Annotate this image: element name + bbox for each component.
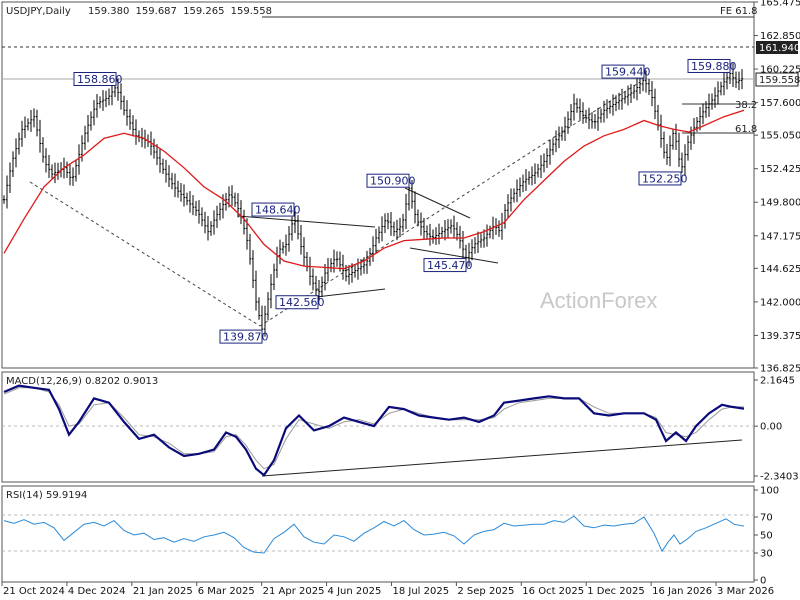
swing-label-text: 142.560	[279, 296, 325, 309]
rsi-tick-label: 0	[760, 576, 766, 587]
fib-61-8-label: 61.8	[735, 124, 757, 135]
triangle-upper-line-1	[237, 215, 376, 228]
price-tick-label: 142.000	[760, 297, 800, 308]
price-tick-label: 165.475	[760, 0, 800, 9]
swing-label-text: 150.900	[370, 175, 416, 188]
macd-tick-label: 2.1645	[760, 376, 795, 387]
date-tick-label: 4 Jun 2025	[328, 586, 382, 597]
swing-label-box	[423, 258, 467, 273]
price-tick-label: 155.050	[760, 131, 800, 142]
date-tick-label: 6 Mar 2025	[198, 586, 255, 597]
rsi-label: RSI(14) 59.9194	[6, 490, 87, 501]
rsi-axis: 100 70 50 30 0	[754, 486, 779, 587]
swing-label-box	[275, 295, 319, 310]
current-price-badge	[755, 72, 799, 87]
date-tick-label: 16 Jan 2026	[652, 586, 712, 597]
swing-label-box	[601, 64, 645, 79]
date-tick-label: 18 Jul 2025	[392, 586, 449, 597]
fe-61-8-label: FE 61.8	[720, 6, 758, 17]
swing-label-text: 158.860	[77, 73, 123, 86]
price-axis: 165.475 162.850 160.225 157.600 155.050 152.4…	[754, 0, 800, 375]
date-tick-label: 21 Apr 2025	[263, 586, 325, 597]
rsi-tick-label: 50	[760, 531, 773, 542]
triangle-lower-line-2	[409, 247, 499, 264]
swing-label-text: 148.640	[255, 204, 301, 217]
chart-header-symbol: USDJPY,Daily	[6, 6, 71, 17]
rsi-tick-label: 70	[760, 513, 773, 524]
swing-label-text: 159.880	[691, 60, 737, 73]
rsi-tick-label: 100	[760, 486, 779, 497]
triangle-upper-line-2	[404, 187, 471, 219]
swing-label-box	[638, 171, 682, 186]
swing-label-text: 145.470	[427, 259, 473, 272]
swing-label-text: 152.250	[642, 172, 688, 185]
rsi-tick-label: 30	[760, 549, 773, 560]
price-tick-label: 152.425	[760, 164, 800, 175]
rsi-panel-frame	[1, 485, 755, 583]
swing-label-box	[73, 72, 117, 87]
date-tick-label: 1 Dec 2025	[587, 586, 645, 597]
chart-header-ohlc: 159.380 159.687 159.265 159.558	[88, 6, 272, 17]
date-tick-label: 16 Oct 2025	[522, 586, 584, 597]
price-tick-label: 147.175	[760, 231, 800, 242]
macd-axis: 2.1645 0.00 -2.3403	[754, 376, 799, 483]
date-tick-label: 21 Jan 2025	[133, 586, 193, 597]
swing-labels: 158.860 139.870 148.640 142.560 150.900 145.4…	[73, 58, 737, 344]
date-tick-label: 21 Oct 2024	[3, 586, 65, 597]
price-tick-label: 136.825	[760, 364, 800, 375]
rsi-line	[3, 515, 745, 554]
date-axis: 21 Oct 2024 4 Dec 2024 21 Jan 2025 6 Mar 20…	[1, 582, 774, 597]
level-161-940-label: 161.940	[759, 43, 800, 54]
price-tick-label: 139.375	[760, 331, 800, 342]
macd-line	[3, 384, 745, 477]
swing-label-box	[366, 173, 410, 188]
moving-average-line	[3, 109, 745, 270]
macd-signal-line	[3, 387, 744, 470]
price-tick-label: 144.625	[760, 264, 800, 275]
swing-label-text: 139.870	[223, 331, 269, 344]
current-price-label: 159.558	[759, 75, 800, 86]
date-tick-label: 3 Mar 2026	[717, 586, 774, 597]
price-tick-label: 162.850	[760, 31, 800, 42]
price-panel-frame	[1, 1, 755, 369]
swing-label-box	[251, 202, 295, 217]
macd-tick-label: -2.3403	[760, 472, 799, 483]
macd-label: MACD(12,26,9) 0.8202 0.9013	[6, 376, 158, 387]
swing-label-box	[687, 58, 731, 73]
swing-label-box	[219, 329, 263, 344]
price-tick-label: 160.225	[760, 65, 800, 76]
macd-panel-frame	[1, 371, 755, 483]
swing-label-text: 159.440	[605, 66, 651, 79]
fib-38-2-label: 38.2	[735, 100, 757, 111]
date-tick-label: 2 Sep 2025	[457, 586, 514, 597]
price-tick-label: 157.600	[760, 98, 800, 109]
watermark: ActionForex	[540, 288, 657, 313]
price-tick-label: 149.800	[760, 198, 800, 209]
date-tick-label: 4 Dec 2024	[68, 586, 126, 597]
macd-trend-line	[261, 439, 743, 477]
macd-tick-label: 0.00	[760, 422, 782, 433]
level-161-940-badge	[756, 41, 798, 54]
